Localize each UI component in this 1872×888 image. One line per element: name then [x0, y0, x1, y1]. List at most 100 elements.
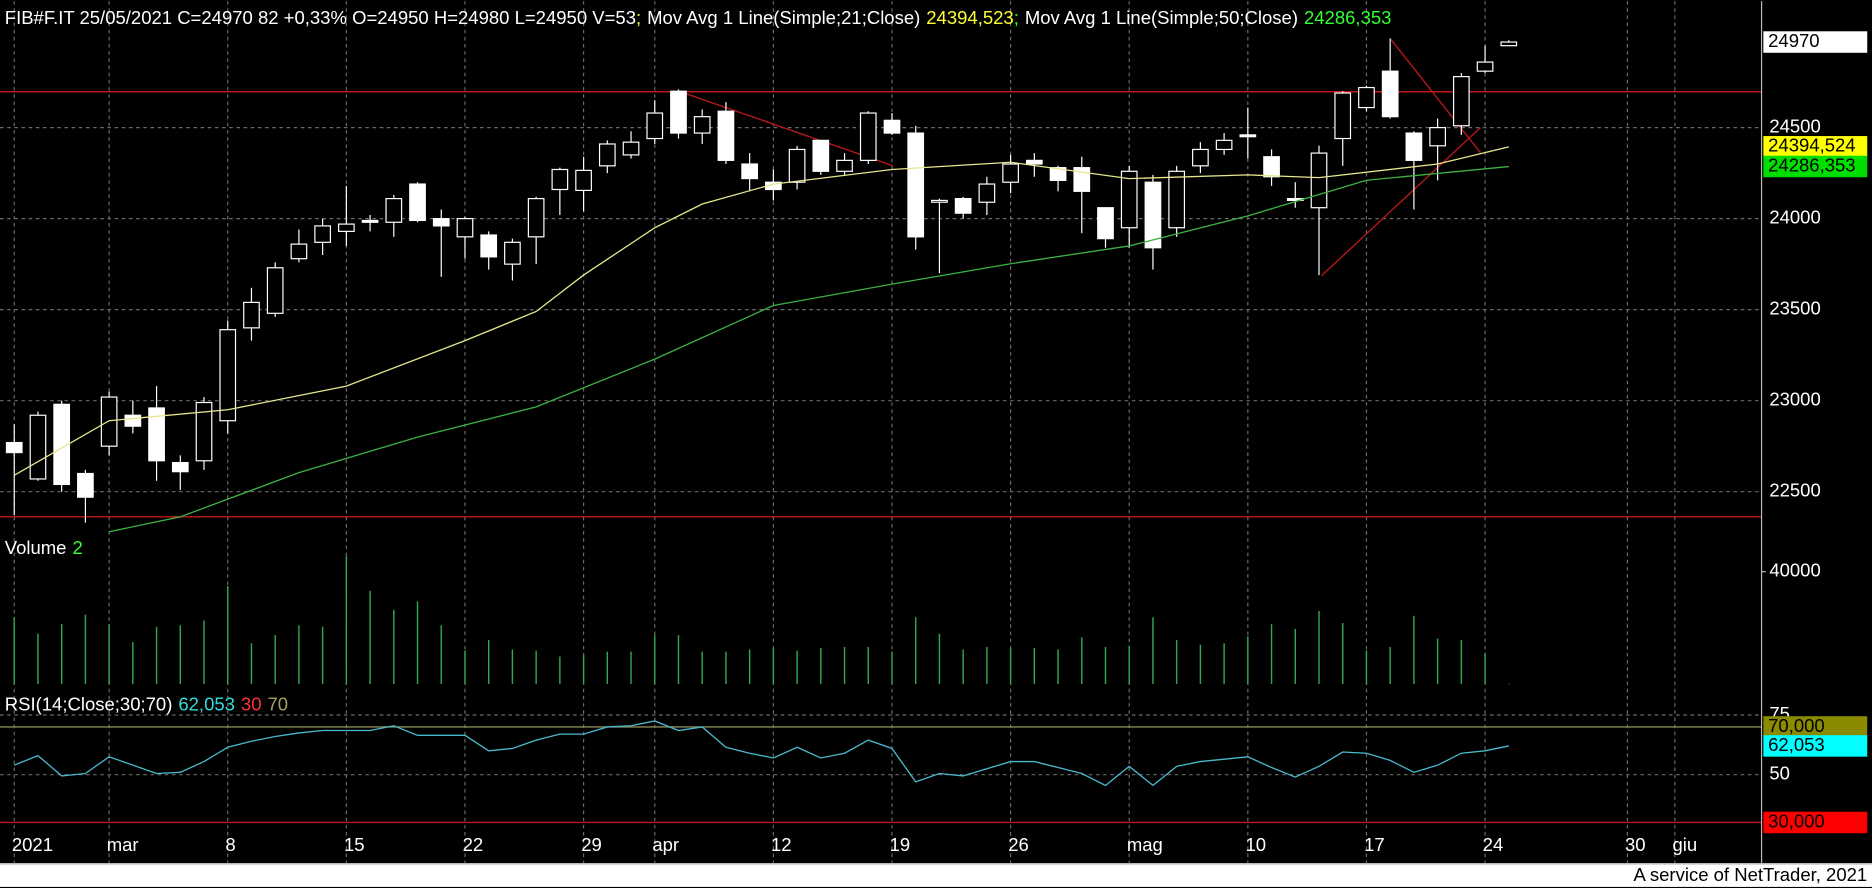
candle-body [361, 219, 379, 223]
volume-bar [1270, 624, 1273, 684]
volume-bar [1389, 646, 1391, 684]
volume-bar [654, 635, 656, 684]
axis-value-label: 62,053 [1768, 734, 1825, 755]
volume-bar [84, 614, 87, 684]
header-title: FIB#F.IT 25/05/2021 C=24970 82 +0,33% O=… [5, 7, 636, 28]
candle-body [53, 403, 71, 486]
volume-bar [393, 609, 395, 684]
candle-body [1192, 148, 1209, 167]
candle-body [527, 198, 545, 238]
volume-bar [1436, 638, 1439, 684]
volume-bar [1223, 643, 1225, 684]
x-tick-label: 30 [1625, 834, 1646, 855]
candle-body [1120, 170, 1138, 229]
volume-bar [677, 635, 680, 684]
x-tick-label: 17 [1364, 834, 1385, 855]
axis-value-label: 24970 [1768, 30, 1819, 51]
axis-value-box [1763, 155, 1868, 178]
volume-bar [108, 624, 110, 684]
candle-body [1215, 139, 1233, 151]
candle-body [859, 112, 877, 161]
marks-layer [5, 38, 1518, 787]
candle-body [195, 401, 213, 462]
axis-value-label: 30,000 [1768, 810, 1825, 831]
candle-body [1073, 167, 1091, 192]
candle-body [432, 218, 450, 227]
candle-body [1025, 159, 1043, 165]
volume-bar [321, 626, 324, 684]
footer-text: A service of NetTrader, 2021 [1633, 864, 1867, 885]
volume-bar [1152, 617, 1154, 684]
candle-body [1358, 86, 1375, 109]
candle-body [883, 119, 901, 134]
axis-value-box [1763, 716, 1868, 738]
axis-value-box [1763, 735, 1868, 757]
candle-body [148, 407, 165, 462]
y-tick-label: 24000 [1769, 207, 1820, 228]
x-tick-label: mag [1127, 834, 1163, 855]
candle-body [717, 110, 735, 161]
candle-body [385, 198, 403, 223]
labels-layer: 22500230002350024000245002497024394,5242… [12, 30, 1868, 855]
volume-bar [701, 651, 703, 684]
candle-body [978, 183, 996, 203]
candle-body [243, 301, 260, 329]
header-separator: ; [636, 7, 641, 28]
volume-bar [748, 649, 751, 684]
volume-bar [582, 655, 585, 684]
candle-body [646, 112, 664, 140]
candle-body [1452, 76, 1470, 127]
volume-bar [1081, 637, 1083, 684]
candle-body [1310, 152, 1328, 209]
candle-body [1476, 61, 1494, 72]
candle-body [1144, 181, 1162, 249]
volume-bar [606, 651, 609, 684]
candle-body [456, 218, 474, 238]
volume-bar [1104, 646, 1107, 684]
candle-body [266, 267, 284, 314]
volume-bar [535, 650, 537, 684]
candle-body [480, 234, 498, 258]
volume-bar [487, 639, 490, 684]
volume-bar [1128, 645, 1130, 684]
moving-average-line [108, 165, 1509, 533]
volume-bar [1247, 636, 1249, 684]
candle-body [907, 132, 925, 238]
candle-body [1500, 41, 1518, 47]
volume-header: Volume 2 [5, 537, 83, 558]
axis-value-label: 24286,353 [1768, 154, 1855, 175]
y-tick-label: 23500 [1769, 298, 1820, 319]
x-tick-label: 10 [1245, 834, 1266, 855]
volume-bar [369, 590, 371, 684]
x-tick-label: 29 [581, 834, 602, 855]
candle-body [1334, 92, 1352, 140]
x-tick-label: 15 [344, 834, 365, 855]
volume-bar [986, 646, 988, 684]
candle-body [100, 396, 118, 447]
x-tick-label: 8 [225, 834, 235, 855]
volume-bar [891, 651, 893, 684]
candle-body [622, 141, 640, 156]
candle-body [1097, 207, 1114, 240]
candle-body [1049, 167, 1067, 181]
volume-bar [867, 646, 869, 684]
volume-bar [345, 556, 348, 684]
y-tick-label: 24500 [1769, 115, 1820, 136]
candle-body [1002, 163, 1019, 183]
volume-bar [559, 656, 561, 684]
candle-body [124, 414, 142, 427]
candle-body [693, 116, 711, 134]
legend-entry: Mov Avg 1 Line(Simple;21;Close) [647, 7, 920, 28]
volume-bar [938, 633, 941, 684]
volume-bar [1009, 648, 1012, 684]
candle-body [1429, 127, 1446, 147]
volume-bar [796, 650, 798, 684]
legend-value: 24286,353 [1304, 7, 1391, 28]
legend-entry: Mov Avg 1 Line(Simple;50;Close) [1025, 7, 1298, 28]
candle-body [77, 472, 94, 498]
axis-value-box [1763, 136, 1868, 158]
axis-value-label: 70,000 [1768, 715, 1825, 736]
price-header: FIB#F.IT 25/05/2021 C=24970 82 +0,33% O=… [5, 7, 1392, 28]
candle-body [1405, 132, 1423, 161]
